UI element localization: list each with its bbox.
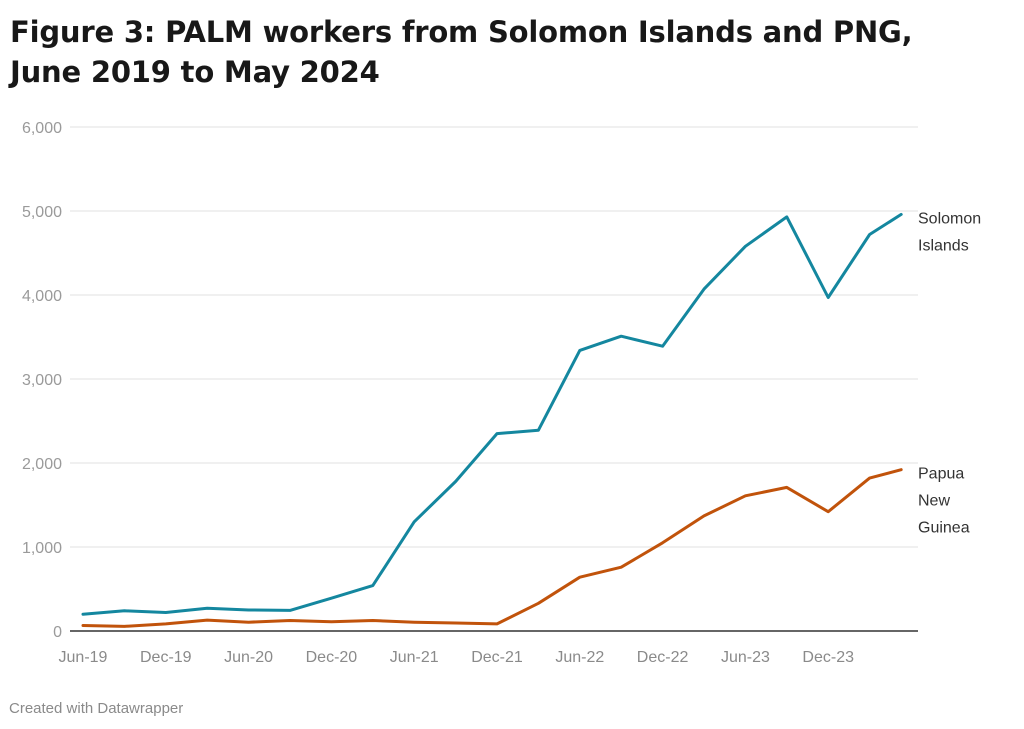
x-tick-label: Dec-21 xyxy=(471,649,523,666)
papua-new-guinea-label: New xyxy=(918,493,950,510)
x-tick-label: Jun-20 xyxy=(224,649,273,666)
x-tick-label: Dec-20 xyxy=(306,649,358,666)
y-tick-label: 0 xyxy=(53,624,62,641)
y-tick-label: 4,000 xyxy=(22,288,62,305)
x-tick-label: Jun-21 xyxy=(390,649,439,666)
x-tick-label: Dec-19 xyxy=(140,649,192,666)
series-lines xyxy=(81,212,903,628)
x-tick-label: Dec-22 xyxy=(637,649,689,666)
series-labels: Solomon Islands Papua New Guinea xyxy=(918,210,981,536)
x-tick-label: Dec-23 xyxy=(802,649,854,666)
y-tick-label: 2,000 xyxy=(22,456,62,473)
solomon-islands-line xyxy=(81,212,903,616)
chart-title-line-2: June 2019 to May 2024 xyxy=(10,55,380,89)
footer-credit: Created with Datawrapper xyxy=(9,700,184,717)
chart-title-line-1: Figure 3: PALM workers from Solomon Isla… xyxy=(10,15,913,49)
y-tick-label: 1,000 xyxy=(22,540,62,557)
y-tick-label: 5,000 xyxy=(22,204,62,221)
y-axis-labels: 0 1,000 2,000 3,000 4,000 5,000 6,000 xyxy=(22,120,62,641)
papua-new-guinea-label: Papua xyxy=(918,466,964,483)
papua-new-guinea-label: Guinea xyxy=(918,520,970,537)
y-tick-label: 6,000 xyxy=(22,120,62,137)
solomon-islands-label: Islands xyxy=(918,237,969,254)
chart-title: Figure 3: PALM workers from Solomon Isla… xyxy=(10,12,1010,92)
papua-new-guinea-line xyxy=(81,468,903,628)
x-tick-label: Jun-23 xyxy=(721,649,770,666)
y-gridlines xyxy=(70,126,918,548)
y-tick-label: 3,000 xyxy=(22,372,62,389)
solomon-islands-label: Solomon xyxy=(918,210,981,227)
x-tick-label: Jun-22 xyxy=(555,649,604,666)
x-axis-labels: Jun-19 Dec-19 Jun-20 Dec-20 Jun-21 Dec-21 Jun-… xyxy=(59,649,855,666)
x-tick-label: Jun-19 xyxy=(59,649,108,666)
